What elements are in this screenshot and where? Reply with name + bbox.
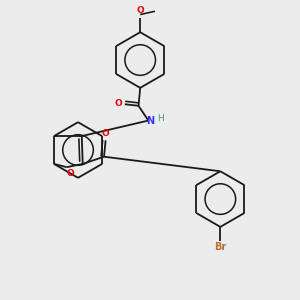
Text: Br: Br bbox=[214, 242, 226, 252]
Text: O: O bbox=[67, 169, 74, 178]
Text: O: O bbox=[114, 99, 122, 108]
Text: O: O bbox=[102, 129, 110, 138]
Text: H: H bbox=[158, 114, 164, 123]
Text: N: N bbox=[146, 116, 154, 126]
Text: O: O bbox=[136, 6, 144, 15]
